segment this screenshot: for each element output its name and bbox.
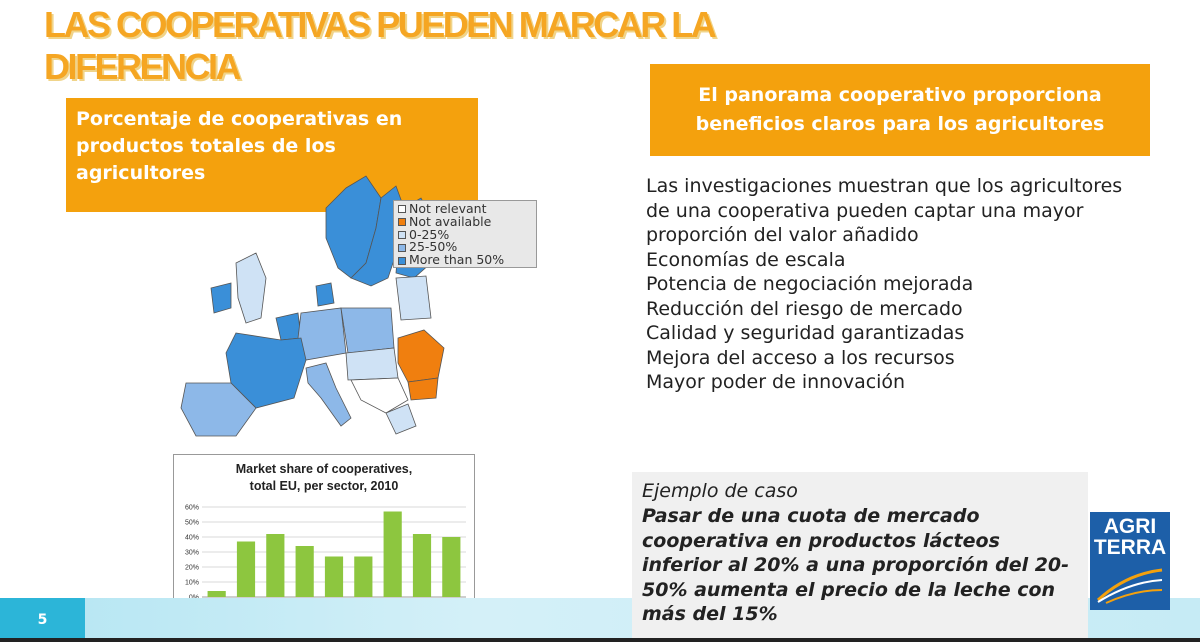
logo-text-line-1: AGRI	[1103, 515, 1157, 538]
case-study-title: Ejemplo de caso	[642, 480, 798, 502]
legend-item: Not relevant	[398, 201, 532, 216]
bottom-edge	[0, 638, 1200, 642]
legend-label: Not available	[409, 213, 492, 229]
chart-bar	[207, 591, 226, 597]
case-study-body: Pasar de una cuota de mercado cooperativ…	[642, 505, 1070, 626]
benefits-list: Las investigaciones muestran que los agr…	[646, 174, 1126, 395]
legend-item: 0-25%	[398, 226, 532, 242]
benefits-heading-box: El panorama cooperativo proporciona bene…	[650, 64, 1150, 156]
benefit-item: Mejora del acceso a los recursos	[646, 346, 955, 369]
chart-ytick-label: 50%	[185, 520, 199, 527]
legend-swatch	[398, 256, 406, 265]
chart-ytick-label: 30%	[185, 550, 199, 557]
logo-swoosh-icon	[1096, 568, 1163, 604]
legend-label: More than 50%	[409, 252, 505, 268]
legend-swatch	[398, 205, 406, 214]
legend-label: Not relevant	[409, 201, 487, 216]
slide-title: LAS COOPERATIVAS PUEDEN MARCAR LA DIFERE…	[44, 4, 715, 87]
map-legend: Not relevant Not available 0-25% 25-50% …	[393, 200, 537, 268]
chart-bar	[295, 546, 314, 597]
legend-label: 25-50%	[409, 239, 458, 255]
benefit-item: Reducción del riesgo de mercado	[646, 297, 963, 320]
agriterra-logo: AGRI TERRA	[1090, 512, 1170, 610]
map-heading: Porcentaje de cooperativas en productos …	[76, 108, 403, 184]
benefit-item: Calidad y seguridad garantizadas	[646, 322, 965, 344]
legend-item: Not available	[398, 213, 532, 229]
benefit-item: Potencia de negociación mejorada	[646, 273, 974, 295]
chart-bar	[442, 537, 461, 597]
chart-bar	[266, 534, 285, 597]
chart-ytick-label: 10%	[185, 580, 199, 587]
case-study-box: Ejemplo de caso Pasar de una cuota de me…	[632, 472, 1088, 642]
europe-map-graphic	[180, 175, 445, 437]
chart-bar	[324, 556, 344, 597]
legend-item: More than 50%	[398, 252, 532, 268]
chart-ytick-label: 20%	[185, 565, 199, 572]
chart-bar	[236, 541, 256, 597]
chart-ytick-label: 60%	[185, 505, 199, 512]
benefit-item: Mayor poder de innovación	[646, 371, 906, 393]
chart-title-line-1: Market share of cooperatives,	[236, 462, 412, 476]
legend-label: 0-25%	[409, 226, 450, 242]
page-number-text: 5	[37, 612, 48, 628]
benefit-item: Economías de escala	[646, 248, 846, 271]
chart-ytick-label: 40%	[185, 535, 199, 542]
page-number: 5	[0, 598, 85, 642]
legend-item: 25-50%	[398, 241, 532, 254]
legend-swatch	[398, 218, 406, 227]
logo-text-line-2: TERRA	[1093, 536, 1167, 559]
chart-bar	[354, 556, 373, 597]
map-heading-box: Porcentaje de cooperativas en productos …	[66, 98, 478, 212]
chart-bar	[383, 511, 402, 597]
legend-swatch	[398, 243, 406, 252]
legend-swatch	[398, 230, 406, 239]
chart-bar	[412, 534, 432, 597]
europe-map	[176, 168, 496, 438]
benefit-item: Las investigaciones muestran que los agr…	[646, 175, 1123, 246]
benefits-heading: El panorama cooperativo proporciona bene…	[695, 84, 1105, 135]
chart-title-line-2: total EU, per sector, 2010	[250, 479, 399, 493]
